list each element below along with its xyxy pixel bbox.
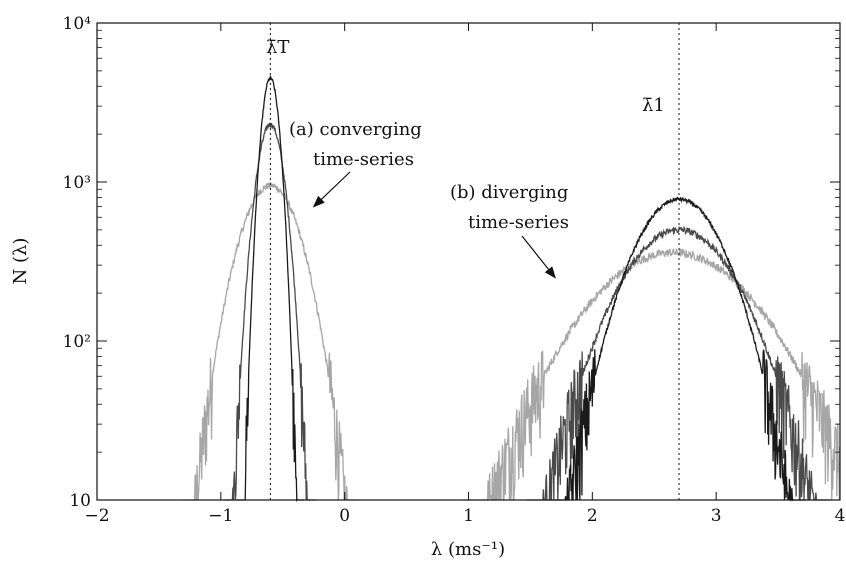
x-tick-label: −1 (208, 506, 233, 526)
series-curves (182, 75, 841, 503)
y-tick-label: 10 (69, 491, 91, 511)
x-tick-label: −2 (84, 506, 109, 526)
annotation-arrow-b (521, 235, 556, 279)
y-axis-label: N (λ) (10, 238, 31, 285)
x-tick-label: 4 (835, 506, 846, 526)
x-tick-label: 0 (339, 506, 350, 526)
y-tick-label: 10⁴ (63, 14, 92, 34)
annotation-b-line1: (b) diverging (450, 182, 568, 203)
axis-ticks: −2 −1 0 1 2 3 4 10 10² 10³ 10⁴ (63, 14, 846, 526)
series-line-converging (182, 182, 359, 501)
x-tick-label: 1 (463, 506, 474, 526)
series-line-converging (224, 122, 317, 501)
reference-label-1: λ̄1 (642, 95, 665, 116)
annotation-a-line2: time-series (313, 149, 414, 170)
series-line-converging (236, 75, 305, 503)
annotation-a-line1: (a) converging (289, 119, 422, 140)
reference-lines (269, 23, 680, 500)
x-tick-label: 3 (711, 506, 722, 526)
x-axis-label: λ (ms⁻¹) (431, 539, 505, 560)
x-tick-label: 2 (587, 506, 598, 526)
reference-label-t: λ̄T (266, 37, 289, 58)
annotation-arrows (312, 171, 556, 279)
series-line-diverging (462, 247, 841, 501)
annotation-arrow-a (312, 171, 351, 208)
y-tick-label: 10² (63, 332, 91, 352)
y-tick-label: 10³ (63, 173, 91, 193)
annotation-b-line2: time-series (468, 212, 569, 233)
